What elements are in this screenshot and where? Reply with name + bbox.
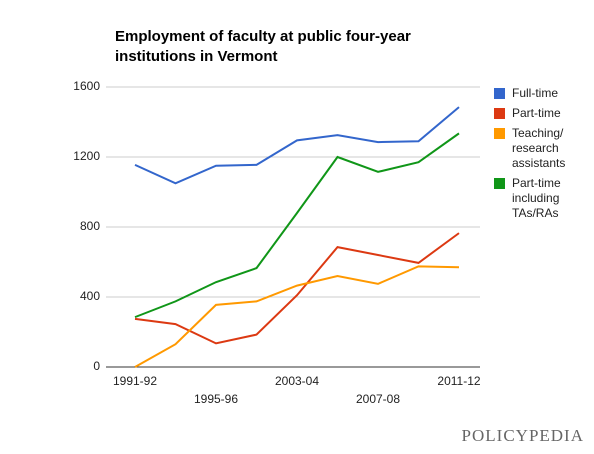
legend-label: Full-time [512,86,559,100]
x-tick-label: 1995-96 [194,392,238,406]
legend-label: Teaching/ research assistants [512,126,566,170]
series-line [134,106,460,185]
x-tick-label: 2003-04 [275,374,319,388]
legend-label: Part-time including TAs/RAs [512,176,561,220]
legend-swatch [494,108,505,119]
legend-item: Part-time including TAs/RAs [494,176,576,221]
legend-item: Part-time [494,106,576,121]
x-tick-label: 2007-08 [356,392,400,406]
legend-swatch [494,128,505,139]
legend-item: Teaching/ research assistants [494,126,576,171]
x-tick-label: 2011-12 [437,374,480,388]
chart-title: Employment of faculty at public four-yea… [115,28,411,65]
y-tick-label: 1600 [73,79,100,93]
series-line [134,132,460,319]
y-tick-label: 800 [80,219,100,233]
series-line [134,265,460,368]
y-tick-label: 0 [93,359,100,373]
legend-swatch [494,88,505,99]
y-tick-label: 1200 [73,149,100,163]
legend-label: Part-time [512,106,561,120]
logo: POLICYPEDIA [461,426,584,445]
series-line [134,232,460,345]
y-tick-label: 400 [80,289,100,303]
x-tick-label: 1991-92 [113,374,157,388]
legend-swatch [494,178,505,189]
legend-item: Full-time [494,86,576,101]
legend: Full-time Part-time Teaching/ research ass… [494,86,594,226]
